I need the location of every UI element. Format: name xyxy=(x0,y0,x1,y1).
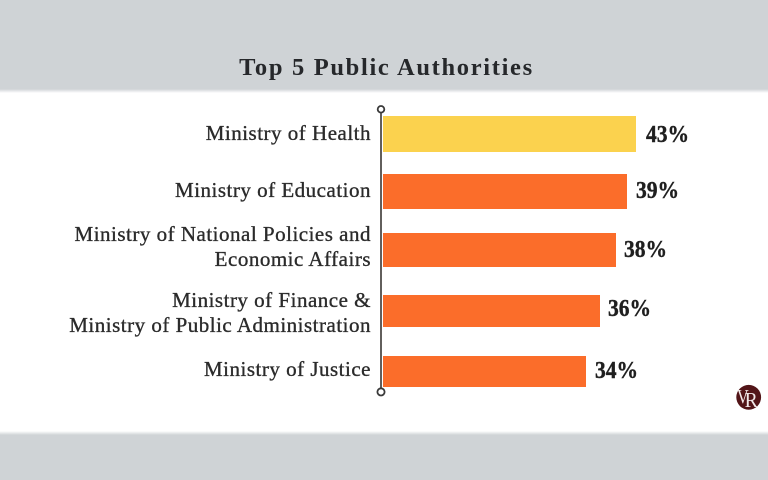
svg-text:R: R xyxy=(745,390,759,413)
svg-text:V: V xyxy=(737,386,749,409)
